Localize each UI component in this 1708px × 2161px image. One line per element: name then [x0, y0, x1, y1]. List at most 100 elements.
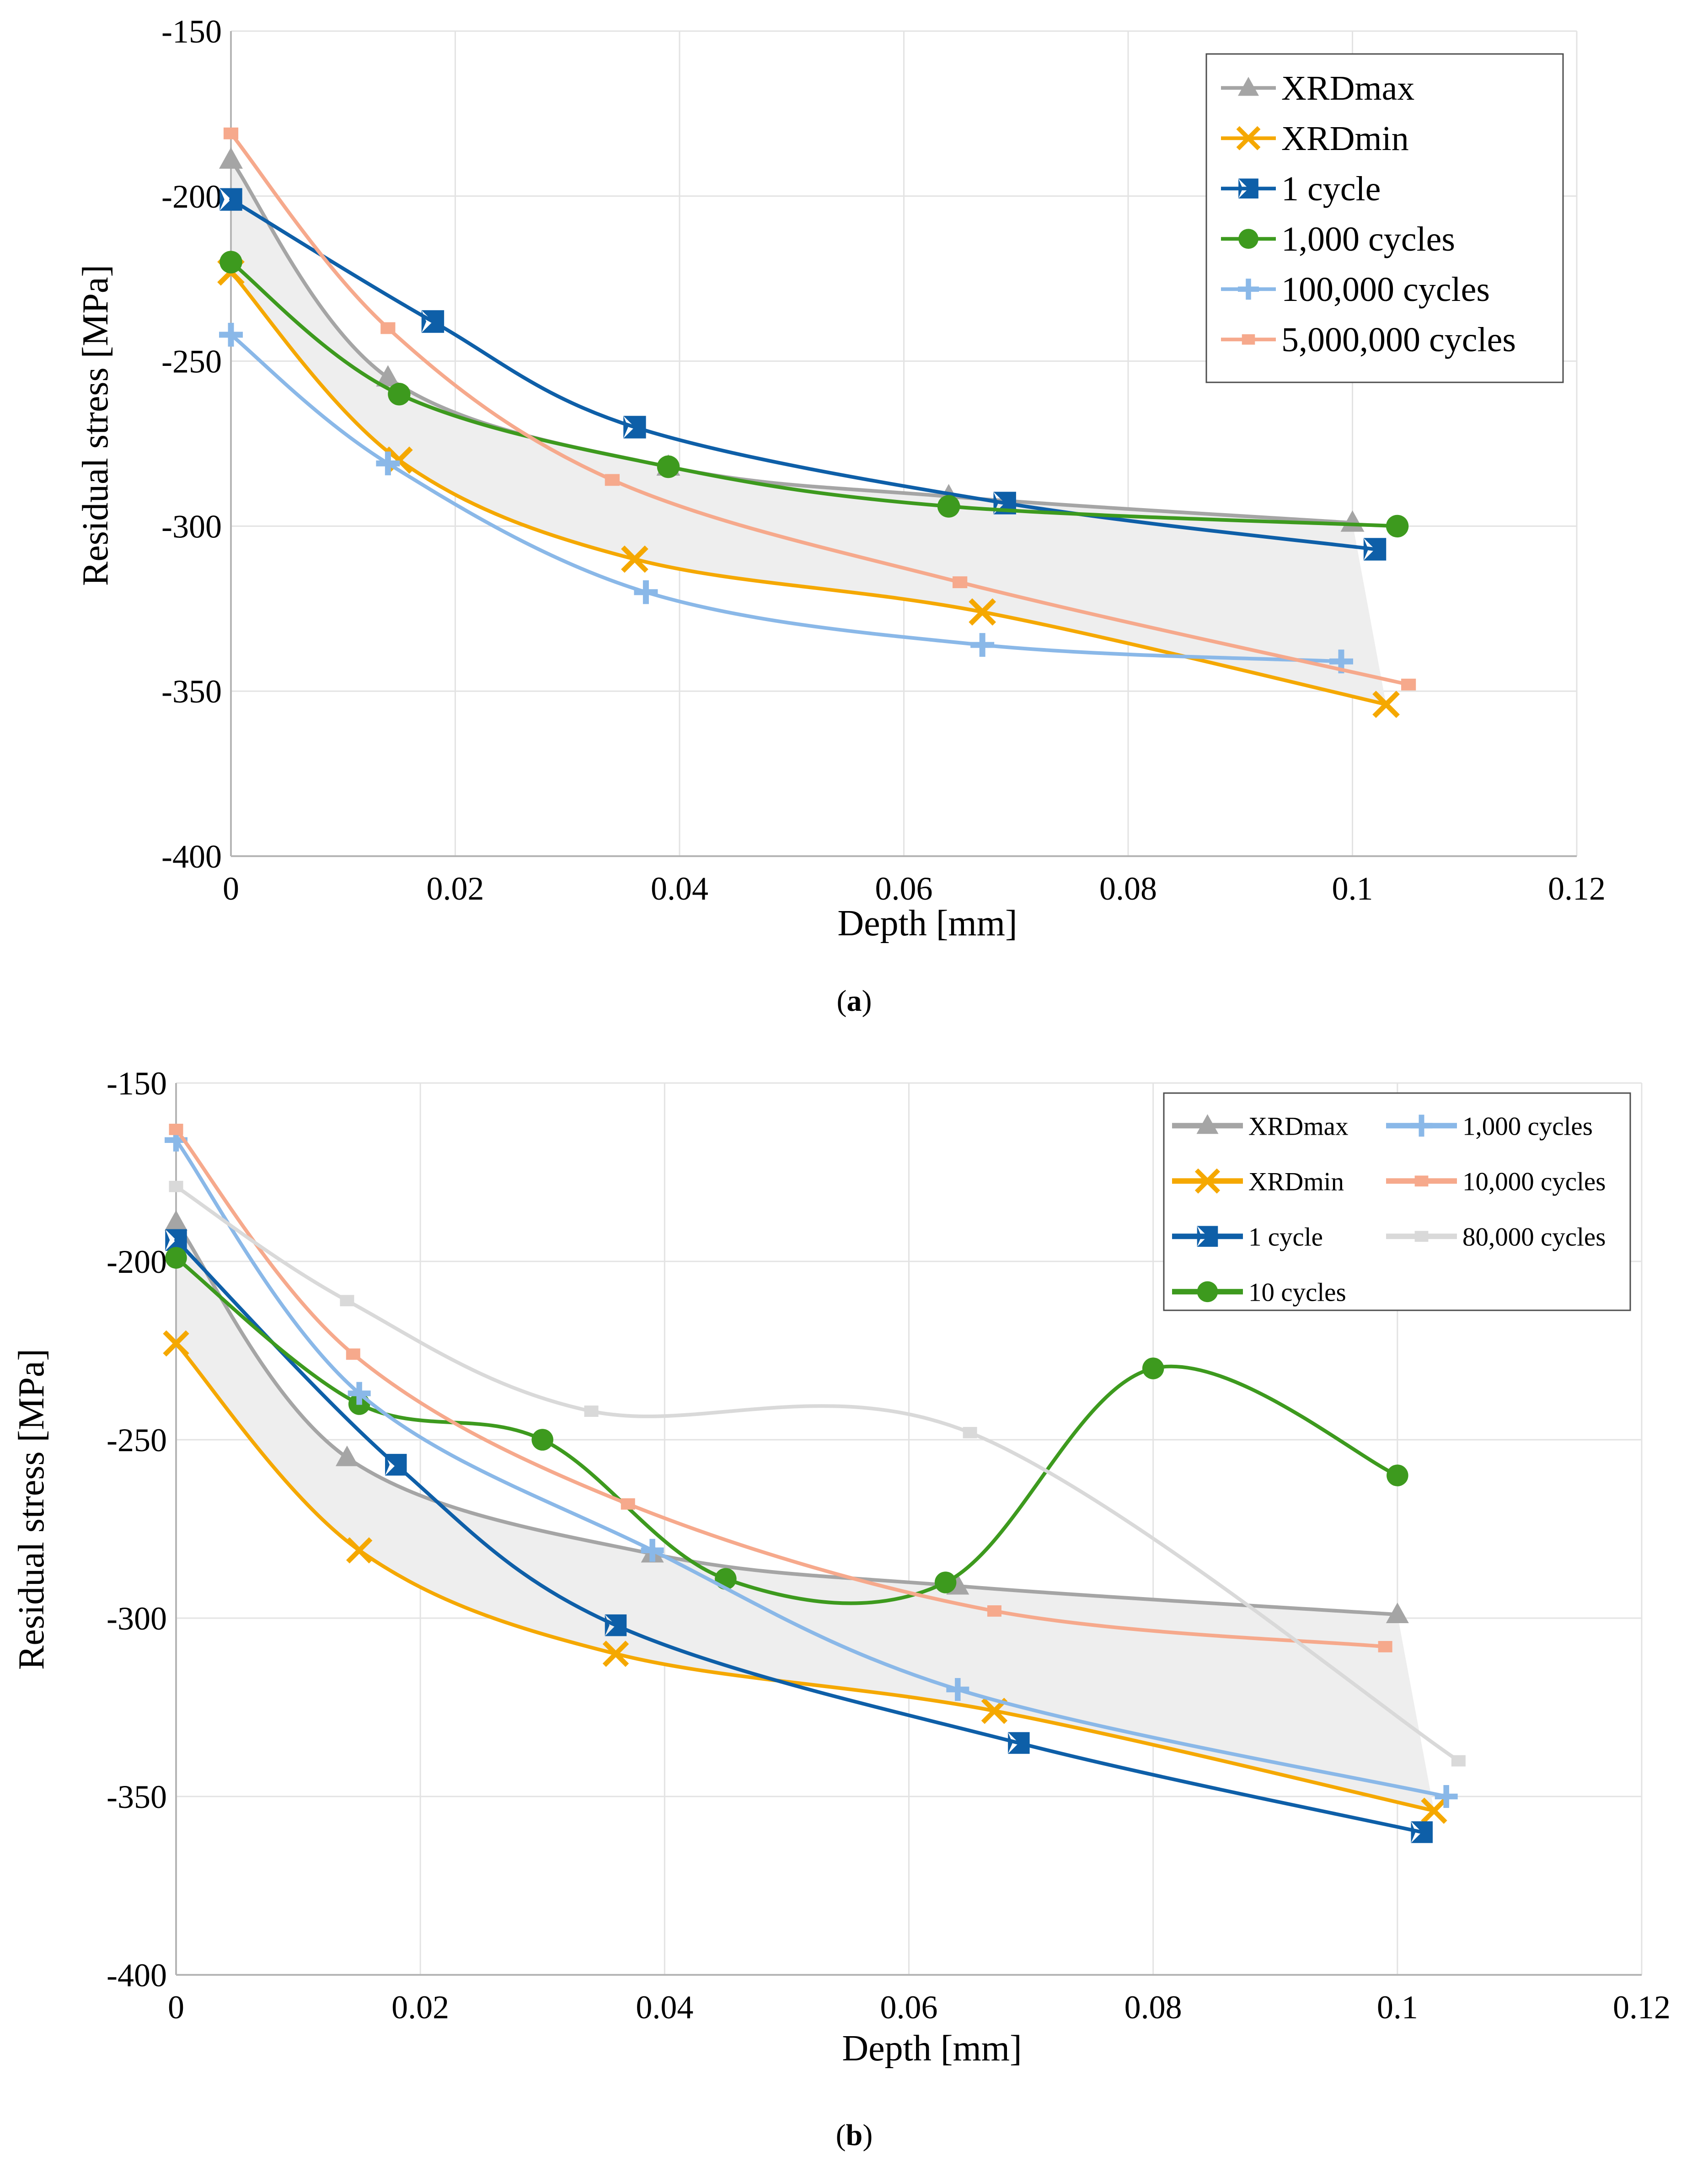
series-80-000-cycles: [169, 1180, 1466, 1767]
series-line: [174, 1341, 1436, 1813]
legend-item: 1,000 cycles: [1386, 1112, 1593, 1141]
legend-item: 80,000 cycles: [1386, 1223, 1606, 1251]
legend-item: 5,000,000 cycles: [1221, 321, 1516, 359]
legend-swatch-marker: [1238, 178, 1258, 199]
legend-swatch-marker: [1242, 334, 1255, 345]
legend-swatch-marker: [1410, 1115, 1433, 1137]
legend-label: XRDmin: [1248, 1167, 1344, 1196]
data-point: [987, 1605, 1001, 1617]
x-tick-label: 0: [223, 870, 239, 907]
data-point: [934, 1571, 957, 1593]
legend-label: 1,000 cycles: [1462, 1112, 1593, 1141]
data-point: [970, 633, 995, 657]
x-tick-label: 0.12: [1548, 870, 1606, 907]
caption-a: (a): [837, 984, 872, 1018]
x-tick-label: 0.02: [427, 870, 484, 907]
y-tick-label: -200: [161, 178, 222, 215]
data-point: [169, 1180, 183, 1192]
legend-label: 100,000 cycles: [1281, 270, 1490, 309]
y-tick-label: -350: [107, 1779, 167, 1815]
x-tick-label: 0.12: [1613, 1989, 1671, 2026]
legend-label: 10,000 cycles: [1462, 1167, 1606, 1196]
legend-label: XRDmax: [1248, 1112, 1348, 1141]
legend-label: XRDmax: [1281, 69, 1414, 107]
y-tick-label: -200: [107, 1244, 167, 1280]
data-point: [163, 1330, 189, 1357]
data-point: [165, 1247, 187, 1269]
legend-label: 10 cycles: [1248, 1278, 1346, 1307]
series-line: [174, 1238, 1424, 1834]
data-point: [584, 1405, 599, 1417]
legend-swatch-marker: [1238, 279, 1259, 300]
data-point: [946, 1678, 969, 1701]
series-line: [174, 1185, 1461, 1763]
shaded-band-a: [231, 160, 1387, 705]
legend-label: 1 cycle: [1281, 170, 1381, 208]
legend-item: 100,000 cycles: [1221, 270, 1490, 309]
legend-item: XRDmin: [1221, 119, 1409, 158]
data-point: [641, 1539, 664, 1562]
data-point: [421, 310, 444, 333]
series-line: [229, 260, 1399, 528]
data-point: [657, 455, 680, 478]
data-point: [937, 495, 960, 518]
data-point: [335, 1445, 359, 1466]
legend-item: XRDmin: [1172, 1167, 1344, 1196]
data-point: [348, 1382, 371, 1405]
x-tick-label: 0.08: [1124, 1989, 1182, 2026]
data-point: [621, 545, 648, 573]
series-1-000-cycles: [165, 1128, 1458, 1808]
x-tick-label: 0.06: [875, 870, 933, 907]
series-line: [174, 1138, 1448, 1798]
series-line: [229, 198, 1377, 551]
legend-b: XRDmax XRDmin 1 cycle 10 cycles 1,000 cycles…: [1163, 1092, 1631, 1311]
data-point: [1435, 1785, 1458, 1808]
series-line: [174, 1127, 1387, 1649]
x-tick-label: 0.02: [391, 1989, 449, 2026]
legend-a: XRDmax XRDmin 1 cycle 1,000 cycles 100,000 c…: [1205, 53, 1564, 383]
data-point: [386, 446, 413, 474]
data-point: [165, 1210, 187, 1231]
y-tick-label: -400: [107, 1957, 167, 1994]
legend-swatch-marker: [1194, 1168, 1221, 1194]
y-tick-label: -150: [161, 13, 222, 50]
series-5-000-000-cycles: [223, 127, 1416, 691]
y-tick-label: -350: [161, 673, 222, 710]
data-point: [1363, 538, 1387, 561]
data-point: [1372, 691, 1400, 718]
data-point: [634, 580, 658, 604]
ylabel-a: Residual stress [MPa]: [75, 265, 116, 586]
y-tick-label: -250: [161, 343, 222, 380]
x-tick-label: 0.06: [880, 1989, 938, 2026]
data-point: [1387, 1464, 1408, 1486]
panel-a: Residual stress [MPa] Depth [mm] (a) 0 0.…: [75, 13, 1606, 1018]
legend-swatch-marker: [1236, 126, 1261, 150]
data-point: [220, 251, 242, 273]
legend-swatch-marker: [1197, 1226, 1218, 1247]
data-point: [969, 598, 996, 626]
data-point: [220, 188, 242, 211]
legend-swatch-marker: [1414, 1231, 1429, 1242]
data-point: [388, 383, 411, 406]
x-tick-label: 0.1: [1332, 870, 1373, 907]
series-line: [229, 270, 1388, 707]
legend-swatch-marker: [1238, 229, 1258, 249]
legend-item: XRDmax: [1172, 1112, 1348, 1141]
legend-label: 80,000 cycles: [1462, 1223, 1606, 1251]
data-point: [1142, 1357, 1164, 1379]
data-point: [623, 416, 646, 439]
legend-item: 10 cycles: [1172, 1278, 1346, 1307]
data-point: [165, 1229, 187, 1251]
data-point: [953, 576, 968, 588]
series-10-000-cycles: [169, 1124, 1392, 1652]
data-point: [219, 147, 243, 169]
legend-item: 1 cycle: [1221, 170, 1381, 208]
data-point: [605, 1614, 627, 1636]
legend-label: XRDmin: [1281, 119, 1409, 158]
data-point: [223, 127, 239, 139]
data-point: [1378, 1641, 1392, 1652]
ylabel-b: Residual stress [MPa]: [11, 1349, 52, 1670]
x-tick-label: 0.08: [1099, 870, 1157, 907]
shaded-band-b: [176, 1222, 1434, 1811]
